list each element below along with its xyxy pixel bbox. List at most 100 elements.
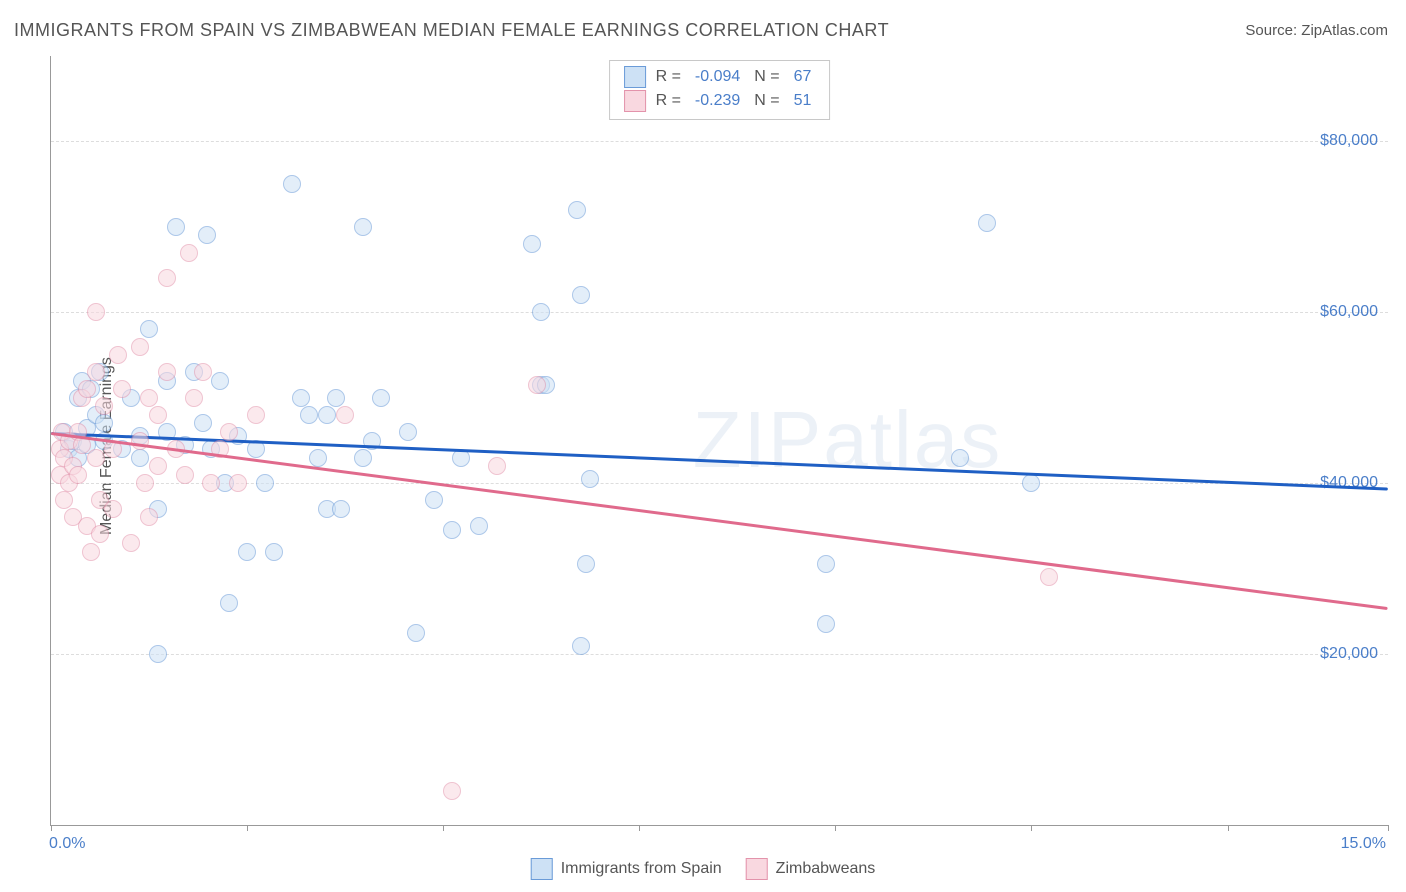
spain-point [523,235,541,253]
spain-point [817,615,835,633]
zimbabwe-point [113,380,131,398]
r-value-zimbabwe: -0.239 [691,92,744,110]
legend-item-spain: Immigrants from Spain [531,858,722,880]
spain-point [140,320,158,338]
stats-row-spain: R = -0.094 N = 67 [624,65,816,89]
spain-point [568,201,586,219]
spain-point [332,500,350,518]
zimbabwe-point [220,423,238,441]
spain-point [407,624,425,642]
swatch-blue-icon [624,66,646,88]
zimbabwe-point [140,508,158,526]
zimbabwe-point [136,474,154,492]
spain-point [211,372,229,390]
zimbabwe-point [149,457,167,475]
spain-point [149,645,167,663]
spain-point [95,414,113,432]
scatter-plot: ZIPatlas R = -0.094 N = 67 R = -0.239 N … [50,56,1388,826]
n-label: N = [754,92,779,110]
spain-point [443,521,461,539]
zimbabwe-point [488,457,506,475]
r-label: R = [656,68,681,86]
x-tick [1031,825,1032,831]
zimbabwe-point [247,406,265,424]
zimbabwe-point [180,244,198,262]
spain-point [978,214,996,232]
source-credit: Source: ZipAtlas.com [1245,22,1388,39]
spain-point [256,474,274,492]
grid-line [51,654,1388,655]
x-tick [1228,825,1229,831]
zimbabwe-point [95,397,113,415]
spain-point [1022,474,1040,492]
zimbabwe-point [443,782,461,800]
y-tick-label: $60,000 [1320,303,1378,321]
legend-label-spain: Immigrants from Spain [561,860,722,878]
zimbabwe-point [55,491,73,509]
spain-point [327,389,345,407]
spain-point [572,637,590,655]
spain-point [318,406,336,424]
swatch-pink-icon [624,90,646,112]
spain-point [470,517,488,535]
x-tick [639,825,640,831]
x-tick [835,825,836,831]
source-name: ZipAtlas.com [1301,22,1388,39]
x-tick [247,825,248,831]
spain-point [817,555,835,573]
n-value-spain: 67 [790,68,816,86]
chart-title: IMMIGRANTS FROM SPAIN VS ZIMBABWEAN MEDI… [14,20,889,41]
spain-point [309,449,327,467]
zimbabwe-point [176,466,194,484]
y-tick-label: $20,000 [1320,645,1378,663]
zimbabwe-point [158,269,176,287]
series-legend: Immigrants from Spain Zimbabweans [531,858,876,880]
zimbabwe-point [109,346,127,364]
zimbabwe-point [158,363,176,381]
spain-trend-line [51,432,1388,490]
legend-label-zimbabwe: Zimbabweans [776,860,876,878]
zimbabwe-point [122,534,140,552]
source-label: Source: [1245,22,1297,39]
zimbabwe-point [87,449,105,467]
n-value-zimbabwe: 51 [790,92,816,110]
watermark-text: ZIPatlas [693,394,1002,486]
y-tick-label: $80,000 [1320,132,1378,150]
zimbabwe-point [229,474,247,492]
spain-point [399,423,417,441]
zimbabwe-point [194,363,212,381]
spain-point [292,389,310,407]
grid-line [51,141,1388,142]
spain-point [577,555,595,573]
grid-line [51,483,1388,484]
spain-point [194,414,212,432]
zimbabwe-point [87,303,105,321]
x-tick-label-min: 0.0% [49,835,85,853]
spain-point [354,449,372,467]
spain-point [238,543,256,561]
spain-point [300,406,318,424]
spain-point [581,470,599,488]
swatch-blue-icon [531,858,553,880]
zimbabwe-point [140,389,158,407]
spain-point [167,218,185,236]
spain-point [354,218,372,236]
grid-line [51,312,1388,313]
swatch-pink-icon [746,858,768,880]
zimbabwe-point [91,525,109,543]
spain-point [131,449,149,467]
zimbabwe-point [185,389,203,407]
x-tick [443,825,444,831]
spain-point [198,226,216,244]
legend-item-zimbabwe: Zimbabweans [746,858,876,880]
zimbabwe-point [82,543,100,561]
zimbabwe-point [202,474,220,492]
zimbabwe-point [131,338,149,356]
spain-point [220,594,238,612]
zimbabwe-point [69,466,87,484]
spain-point [532,303,550,321]
zimbabwe-point [528,376,546,394]
x-tick-label-max: 15.0% [1341,835,1386,853]
r-value-spain: -0.094 [691,68,744,86]
zimbabwe-point [149,406,167,424]
